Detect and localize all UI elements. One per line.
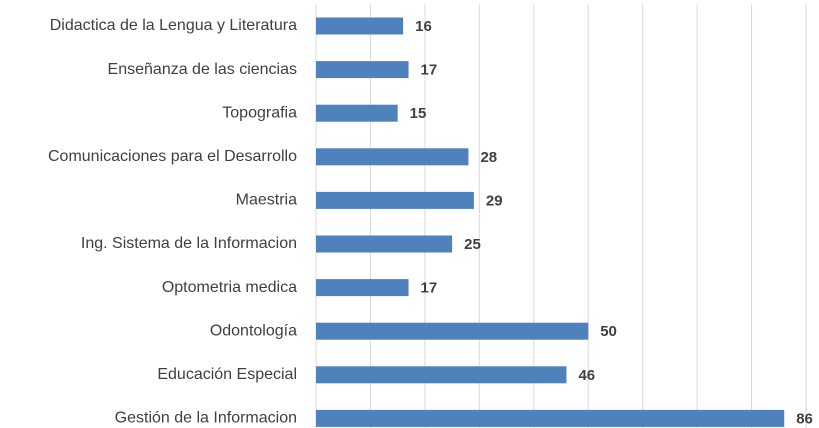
category-label: Ing. Sistema de la Informacion [81, 235, 297, 252]
data-label: 17 [421, 280, 438, 297]
bar [316, 148, 469, 166]
category-label: Gestión de la Informacion [115, 410, 297, 427]
category-label: Topografia [222, 104, 297, 121]
data-label: 28 [480, 149, 497, 166]
category-label: Maestria [236, 192, 297, 209]
data-label: 16 [415, 18, 432, 35]
bar [316, 61, 409, 79]
bar [316, 409, 785, 427]
data-label: 29 [486, 192, 503, 209]
category-label: Comunicaciones para el Desarrollo [48, 148, 297, 165]
data-label: 86 [796, 410, 813, 427]
bar [316, 322, 589, 340]
data-label: 50 [600, 323, 617, 340]
category-label: Didactica de la Lengua y Literatura [50, 17, 297, 34]
data-label: 25 [464, 236, 481, 253]
bar [316, 17, 404, 35]
bar [316, 235, 453, 253]
bar [316, 104, 398, 122]
category-label: Enseñanza de las ciencias [108, 61, 297, 78]
data-label: 46 [578, 367, 595, 384]
data-label: 17 [421, 62, 438, 79]
category-label: Optometria medica [162, 279, 297, 296]
category-label: Educación Especial [157, 366, 297, 383]
category-label: Odontología [210, 322, 297, 339]
bar [316, 366, 567, 384]
bar [316, 279, 409, 297]
data-label: 15 [410, 105, 427, 122]
bar [316, 191, 474, 209]
